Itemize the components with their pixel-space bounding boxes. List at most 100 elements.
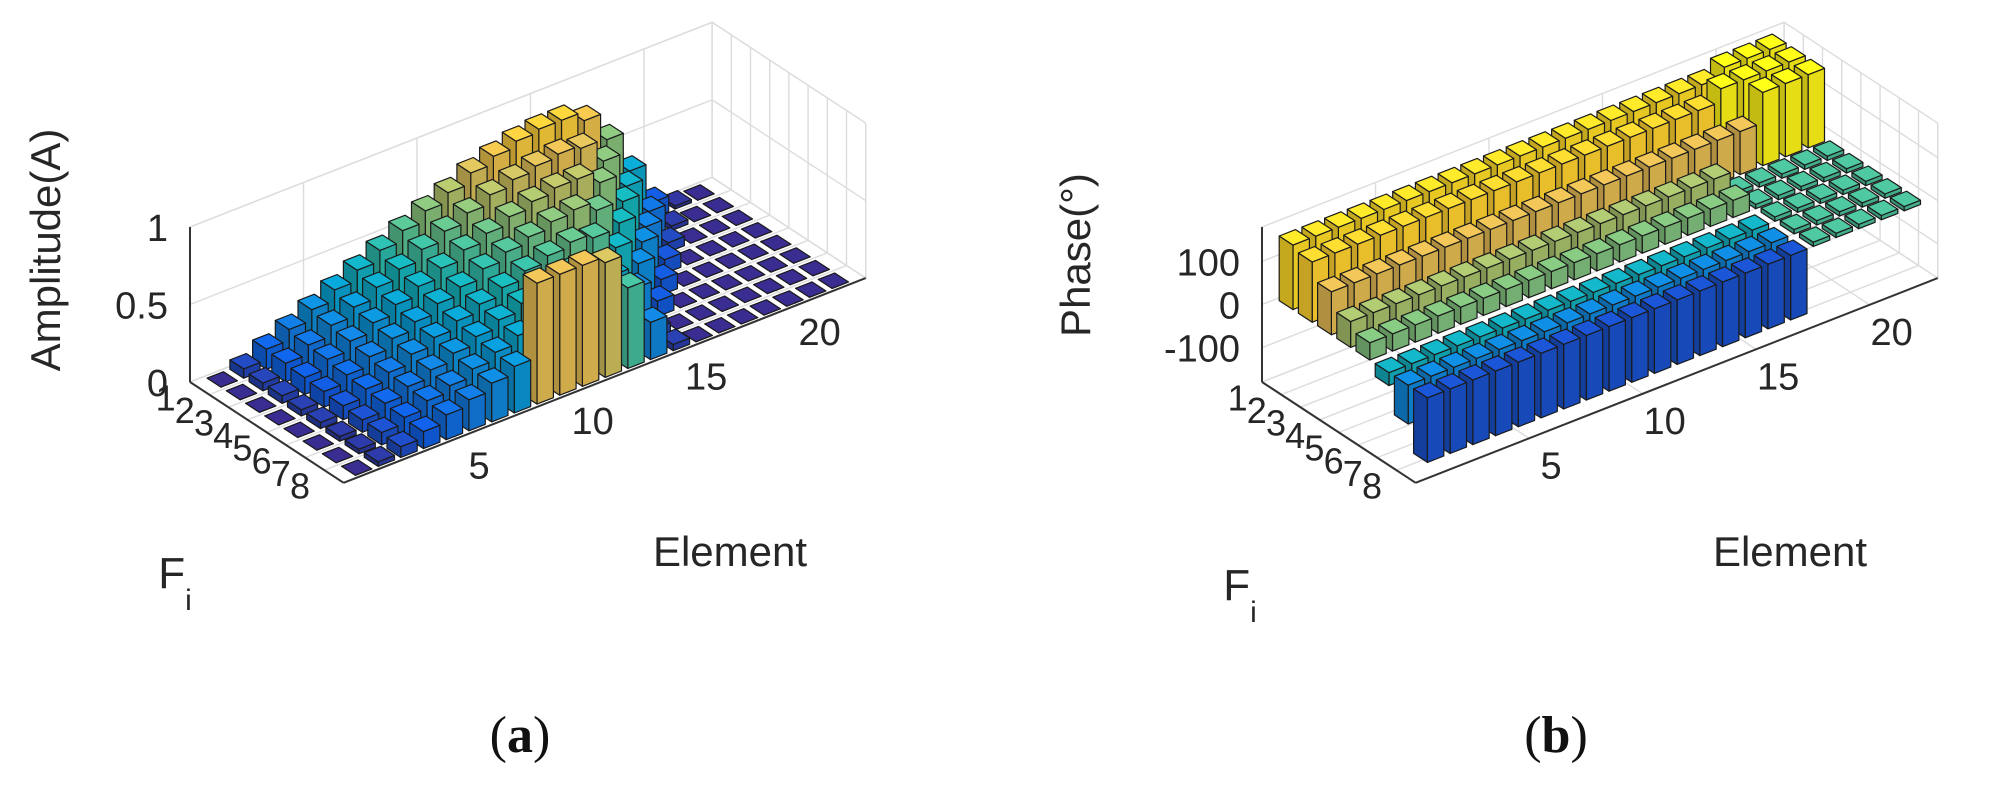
bar xyxy=(363,445,396,467)
bar xyxy=(1783,192,1815,213)
bar xyxy=(714,252,747,269)
bar xyxy=(779,247,811,264)
x-tick-label: 20 xyxy=(1870,312,1912,354)
bar xyxy=(1866,199,1899,221)
bar xyxy=(1825,195,1857,217)
bar xyxy=(229,352,261,379)
bar xyxy=(321,446,354,464)
bar xyxy=(1889,190,1922,212)
y-tick-label: 2 xyxy=(1247,390,1267,431)
y-axis-label: Fi xyxy=(1223,561,1257,629)
bar xyxy=(1582,237,1614,272)
bar xyxy=(1559,246,1592,281)
bar xyxy=(1767,158,1799,179)
z-tick-label: 100 xyxy=(1177,242,1240,284)
bar xyxy=(760,234,792,252)
bar xyxy=(1695,193,1728,228)
bar xyxy=(1786,170,1819,192)
bar xyxy=(749,299,782,316)
x-axis-label: Element xyxy=(653,528,807,575)
y-tick-label: 3 xyxy=(1266,403,1286,444)
bar xyxy=(1355,326,1387,361)
bar xyxy=(267,379,300,404)
z-tick-label: 0 xyxy=(1219,286,1240,328)
y-tick-label: 4 xyxy=(213,415,233,456)
bar xyxy=(756,256,789,273)
bar xyxy=(798,259,830,277)
bar xyxy=(1605,228,1637,263)
bar xyxy=(1798,226,1831,248)
bar xyxy=(684,304,717,321)
bar xyxy=(344,433,376,455)
bar xyxy=(775,268,808,286)
bar xyxy=(726,308,759,325)
bar xyxy=(1446,291,1478,325)
bar xyxy=(1790,149,1822,170)
bar xyxy=(1779,213,1812,235)
y-axis-label: Fi xyxy=(158,549,192,617)
bar xyxy=(1812,140,1845,162)
bar xyxy=(740,222,773,239)
bar xyxy=(737,243,769,261)
y-tick-label: 7 xyxy=(1343,453,1363,494)
y-tick-label: 8 xyxy=(1362,466,1382,507)
x-tick-label: 5 xyxy=(1541,445,1562,487)
bar xyxy=(1828,174,1861,196)
bar xyxy=(1744,166,1777,188)
z-tick-label: 0.5 xyxy=(115,286,168,328)
bar xyxy=(325,420,357,442)
bar xyxy=(1847,186,1880,208)
x-axis-label: Element xyxy=(1713,528,1867,575)
bar xyxy=(698,218,731,235)
bar xyxy=(1821,217,1854,239)
z-axis-label: Amplitude(A) xyxy=(22,129,69,372)
bar xyxy=(1805,183,1838,205)
x-tick-label: 20 xyxy=(798,312,840,354)
bar xyxy=(283,421,315,439)
z-axis-label: Phase(°) xyxy=(1052,173,1099,337)
bar xyxy=(264,408,296,426)
bar xyxy=(683,184,715,201)
bar xyxy=(772,290,804,307)
bar xyxy=(1650,211,1682,245)
bar xyxy=(225,383,258,401)
y-tick-label: 2 xyxy=(175,390,195,431)
y-tick-label: 6 xyxy=(252,440,272,481)
bar xyxy=(794,281,827,298)
bar xyxy=(1412,381,1445,463)
bar xyxy=(695,239,727,257)
y-tick-label: 1 xyxy=(1228,377,1248,418)
x-tick-label: 10 xyxy=(1643,401,1685,443)
y-tick-label: 5 xyxy=(1304,428,1324,469)
y-tick-label: 1 xyxy=(156,377,176,418)
y-tick-label: 5 xyxy=(232,428,252,469)
bar xyxy=(367,416,399,446)
bar xyxy=(691,261,724,278)
bar xyxy=(817,272,850,289)
bar xyxy=(702,196,734,214)
bar xyxy=(711,273,743,291)
bar xyxy=(1832,152,1864,174)
bar xyxy=(302,434,334,451)
z-tick-label: 1 xyxy=(147,208,168,250)
bar xyxy=(704,316,736,334)
x-tick-label: 10 xyxy=(571,401,613,443)
x-tick-labels: 5 10 15 20 xyxy=(1541,312,1913,488)
bar xyxy=(1809,161,1841,183)
bar xyxy=(1491,273,1524,308)
bar xyxy=(306,406,338,430)
bar xyxy=(730,286,762,304)
bar xyxy=(679,205,712,223)
x-tick-label: 5 xyxy=(469,445,490,487)
bar xyxy=(733,265,766,282)
bar xyxy=(1844,208,1876,230)
x-tick-label: 15 xyxy=(1757,356,1799,398)
bar xyxy=(1802,204,1834,226)
y-tick-label: 8 xyxy=(290,466,310,507)
bars xyxy=(206,104,850,476)
